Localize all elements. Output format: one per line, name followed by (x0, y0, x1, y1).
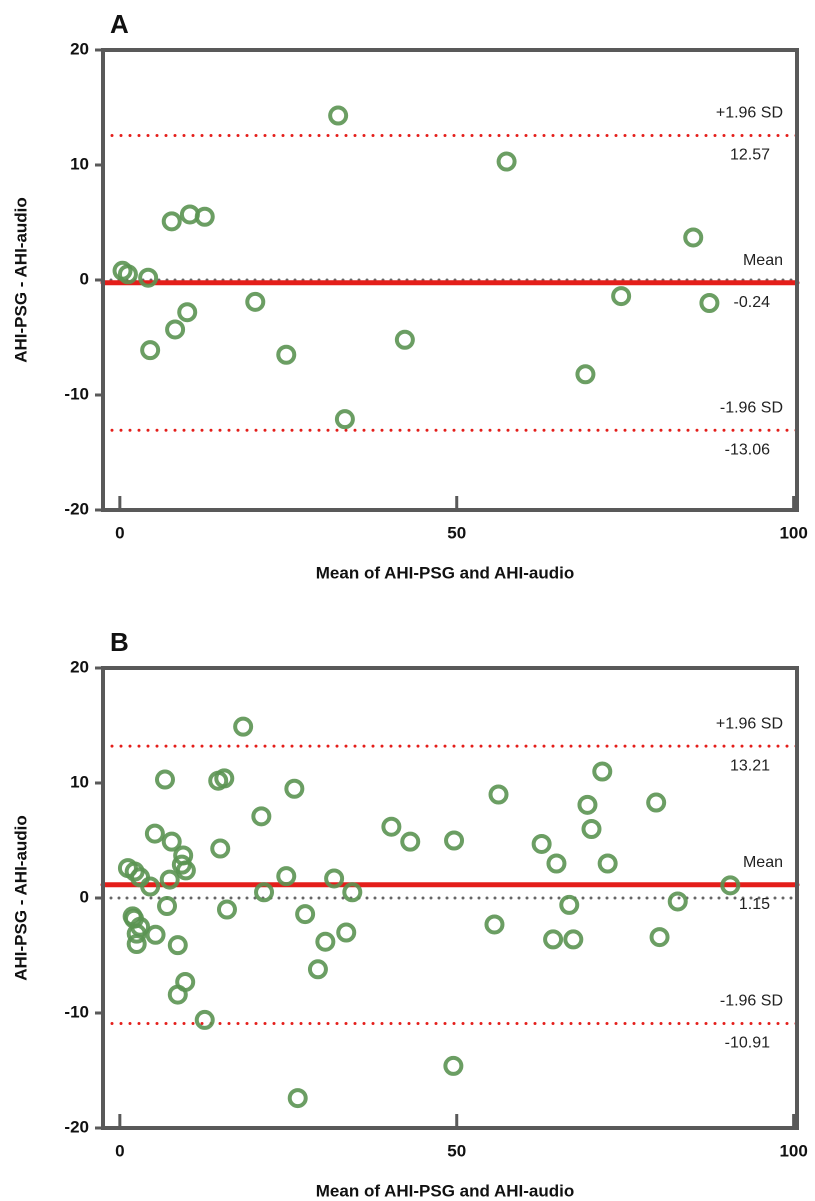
data-point (117, 264, 138, 285)
data-point (254, 882, 275, 903)
x-axis-label: Mean of AHI-PSG and AHI-audio (316, 563, 574, 582)
data-point (611, 286, 632, 307)
data-point (667, 891, 688, 912)
x-tick-label: 100 (779, 1141, 807, 1160)
data-point (336, 922, 357, 943)
y-tick-label: 0 (80, 887, 89, 906)
data-point (381, 816, 402, 837)
data-point (488, 784, 509, 805)
data-point (194, 206, 215, 227)
data-point (145, 924, 166, 945)
data-point (400, 831, 421, 852)
line-value: -10.91 (725, 1035, 770, 1052)
data-point (284, 778, 305, 799)
line-label: +1.96 SD (716, 105, 783, 122)
data-point (546, 853, 567, 874)
data-point (214, 768, 235, 789)
data-point (175, 971, 196, 992)
line-value: 13.21 (730, 757, 770, 774)
line-value: 1.15 (739, 896, 770, 913)
data-point (140, 876, 161, 897)
line-value: -0.24 (734, 294, 771, 311)
y-tick-label: -10 (64, 384, 89, 403)
y-tick-label: 20 (70, 39, 89, 58)
line-value: -13.06 (725, 441, 770, 458)
data-point (159, 869, 180, 890)
data-point (287, 1088, 308, 1109)
data-point (484, 914, 505, 935)
data-point (543, 929, 564, 950)
data-point (444, 830, 465, 851)
data-point (154, 769, 175, 790)
data-point (394, 329, 415, 350)
data-point (161, 831, 182, 852)
data-point (276, 344, 297, 365)
data-point (245, 291, 266, 312)
data-point (559, 894, 580, 915)
data-point (251, 806, 272, 827)
data-point (699, 293, 720, 313)
data-point (342, 882, 363, 903)
y-tick-label: -20 (64, 499, 89, 518)
data-point (233, 716, 254, 737)
data-point (597, 853, 618, 874)
x-tick-label: 0 (115, 1141, 124, 1160)
data-point (531, 833, 552, 854)
data-point (216, 899, 237, 920)
data-point (138, 267, 159, 288)
data-point (683, 227, 704, 248)
data-point (496, 151, 517, 172)
data-point (577, 794, 598, 815)
line-value: 12.57 (730, 147, 770, 164)
line-label: Mean (743, 854, 783, 871)
data-point (592, 761, 613, 782)
data-point (161, 211, 182, 232)
y-tick-label: 20 (70, 657, 89, 676)
line-label: Mean (743, 252, 783, 269)
data-point (315, 931, 336, 952)
x-tick-label: 50 (447, 523, 466, 542)
data-point (126, 934, 147, 954)
data-point (210, 838, 231, 859)
data-point (581, 819, 602, 839)
y-axis-label: AHI-PSG - AHI-audio (11, 197, 30, 363)
x-tick-label: 50 (447, 1141, 466, 1160)
y-tick-label: 10 (70, 772, 89, 791)
data-point (130, 916, 151, 937)
data-point (720, 875, 741, 896)
data-point (649, 927, 670, 948)
data-point (324, 868, 345, 889)
data-point (443, 1055, 464, 1076)
data-point (175, 860, 196, 881)
panel-title: B (110, 627, 129, 657)
x-tick-label: 0 (115, 523, 124, 542)
data-point (177, 302, 198, 323)
data-point (575, 364, 596, 385)
data-point (334, 409, 355, 430)
y-tick-label: -10 (64, 1002, 89, 1021)
y-tick-label: 0 (80, 269, 89, 288)
y-tick-label: 10 (70, 154, 89, 173)
data-point (140, 340, 161, 361)
data-point (295, 904, 316, 925)
data-point (563, 929, 584, 950)
data-point (307, 959, 328, 980)
data-point (165, 319, 186, 340)
data-point (194, 1009, 215, 1030)
panel-title: A (110, 9, 129, 39)
data-point (157, 896, 178, 917)
data-point (276, 866, 297, 887)
y-axis-label: AHI-PSG - AHI-audio (11, 815, 30, 981)
line-label: -1.96 SD (720, 399, 783, 416)
line-label: -1.96 SD (720, 993, 783, 1010)
data-point (144, 823, 165, 844)
x-axis-label: Mean of AHI-PSG and AHI-audio (316, 1181, 574, 1200)
line-label: +1.96 SD (716, 715, 783, 732)
data-point (646, 792, 667, 813)
x-tick-label: 100 (779, 523, 807, 542)
y-tick-label: -20 (64, 1117, 89, 1136)
data-point (328, 105, 349, 126)
data-point (167, 935, 188, 956)
